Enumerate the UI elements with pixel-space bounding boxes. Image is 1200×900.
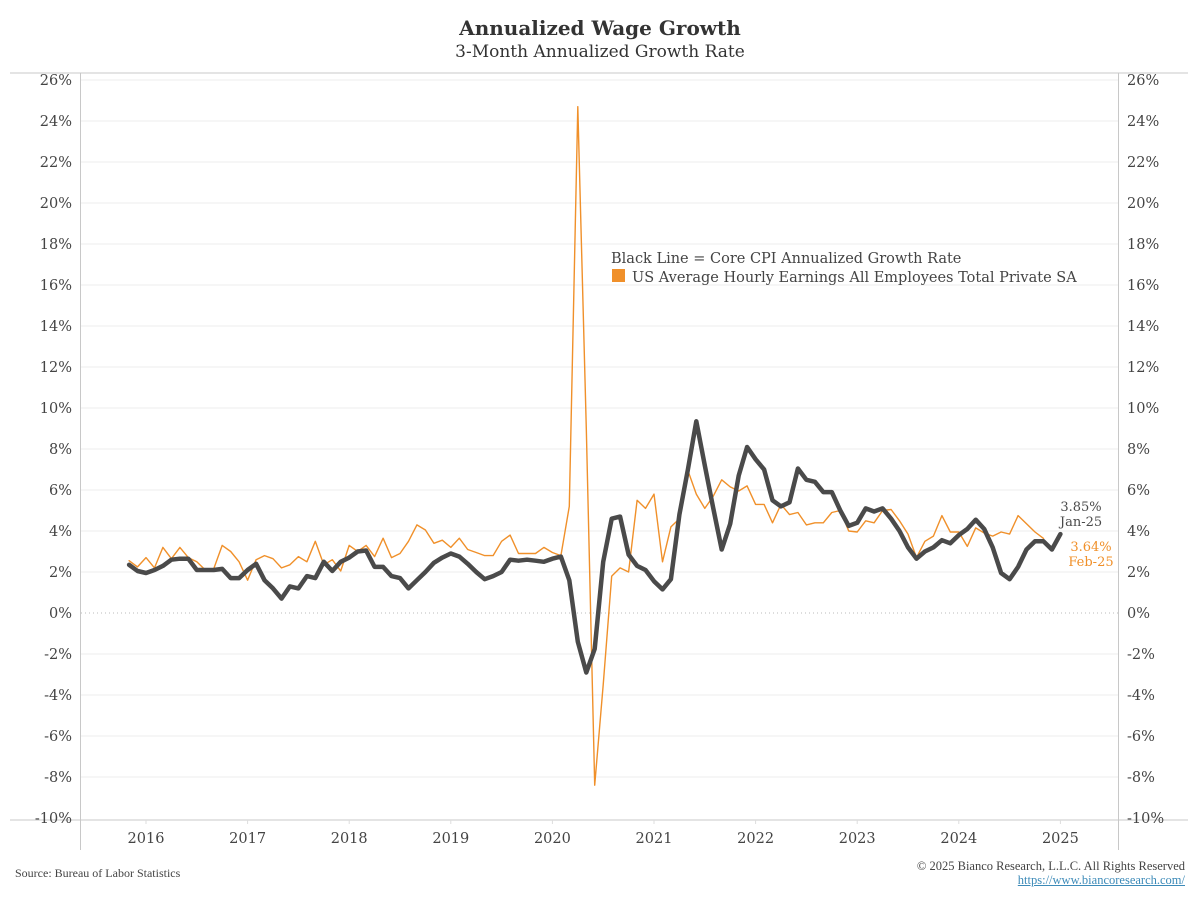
y-tick-label-right: -8% (1127, 770, 1155, 786)
y-tick-label-right: 10% (1127, 401, 1159, 417)
y-tick-label-right: 4% (1127, 524, 1150, 540)
y-tick-label-right: 24% (1127, 114, 1159, 130)
x-tick-label: 2022 (737, 831, 774, 847)
y-tick-label-right: 8% (1127, 442, 1150, 458)
y-tick-label-left: 10% (40, 401, 72, 417)
y-tick-label-left: 4% (49, 524, 72, 540)
series-group (126, 105, 1063, 786)
y-tick-label-right: -4% (1127, 688, 1155, 704)
y-axis-right: 26% 24% 22% 20% 18% 16% 14% 12% 10% 8% 6% 4% 2% 0% -2%… (1127, 73, 1164, 827)
annotation-earnings-date: Feb-25 (1068, 555, 1113, 570)
y-tick-label-left: 2% (49, 565, 72, 581)
y-tick-label-right: 16% (1127, 278, 1159, 294)
y-tick-label-left: 8% (49, 442, 72, 458)
copyright-note: © 2025 Bianco Research, L.L.C. All Right… (916, 859, 1185, 873)
y-tick-label-right: -2% (1127, 647, 1155, 663)
website-link[interactable]: https://www.biancoresearch.com/ (1017, 873, 1185, 887)
y-tick-label-right: 2% (1127, 565, 1150, 581)
legend: Black Line = Core CPI Annualized Growth … (611, 251, 1077, 286)
source-note: Source: Bureau of Labor Statistics (15, 866, 181, 880)
x-tick-label: 2025 (1042, 831, 1079, 847)
y-tick-label-right: 14% (1127, 319, 1159, 335)
legend-entry-core-cpi: Black Line = Core CPI Annualized Growth … (611, 251, 961, 267)
y-tick-label-left: -8% (44, 770, 72, 786)
chart-title: Annualized Wage Growth (459, 16, 741, 40)
y-tick-label-right: -6% (1127, 729, 1155, 745)
y-tick-label-right: -10% (1127, 811, 1164, 827)
x-tick-label: 2021 (636, 831, 673, 847)
series-line-core-cpi (126, 419, 1063, 675)
chart-subtitle: 3-Month Annualized Growth Rate (455, 42, 745, 62)
annotation-cpi-value: 3.85% (1060, 500, 1101, 515)
y-tick-label-left: 16% (40, 278, 72, 294)
y-tick-label-left: 0% (49, 606, 72, 622)
y-tick-label-left: 12% (40, 360, 72, 376)
x-tick-label: 2024 (940, 831, 977, 847)
y-tick-label-right: 26% (1127, 73, 1159, 89)
x-tick-label: 2018 (331, 831, 368, 847)
x-tick-label: 2019 (432, 831, 469, 847)
y-tick-label-left: -4% (44, 688, 72, 704)
gridlines (81, 79, 1118, 778)
annotation-earnings-value: 3.64% (1070, 540, 1111, 555)
y-tick-label-right: 12% (1127, 360, 1159, 376)
y-tick-label-left: 14% (40, 319, 72, 335)
y-tick-label-right: 18% (1127, 237, 1159, 253)
x-tick-label: 2020 (534, 831, 571, 847)
y-tick-label-left: 20% (40, 196, 72, 212)
end-annotations: 3.85% Jan-25 3.64% Feb-25 (1058, 500, 1114, 570)
y-tick-label-left: 26% (40, 73, 72, 89)
legend-entry-earnings: US Average Hourly Earnings All Employees… (632, 270, 1077, 286)
y-tick-label-right: 22% (1127, 155, 1159, 171)
series-line-hourly-earnings (128, 105, 1045, 786)
y-tick-label-left: 6% (49, 483, 72, 499)
y-tick-label-left: 18% (40, 237, 72, 253)
x-tick-label: 2023 (839, 831, 876, 847)
legend-swatch-earnings (612, 269, 625, 282)
y-tick-label-left: -6% (44, 729, 72, 745)
y-tick-label-right: 6% (1127, 483, 1150, 499)
annotation-cpi-date: Jan-25 (1058, 515, 1102, 530)
y-tick-label-left: -10% (35, 811, 72, 827)
x-tick-label: 2017 (229, 831, 266, 847)
x-axis: 2016 2017 2018 2019 2020 2021 2022 2023 2024 2025 (128, 820, 1079, 847)
y-tick-label-left: -2% (44, 647, 72, 663)
y-tick-label-left: 22% (40, 155, 72, 171)
x-tick-label: 2016 (128, 831, 165, 847)
axis-frame (10, 72, 1188, 850)
y-tick-label-left: 24% (40, 114, 72, 130)
y-tick-label-right: 20% (1127, 196, 1159, 212)
y-tick-label-right: 0% (1127, 606, 1150, 622)
y-axis-left: 26% 24% 22% 20% 18% 16% 14% 12% 10% 8% 6% 4% 2% 0% -2%… (35, 73, 72, 827)
